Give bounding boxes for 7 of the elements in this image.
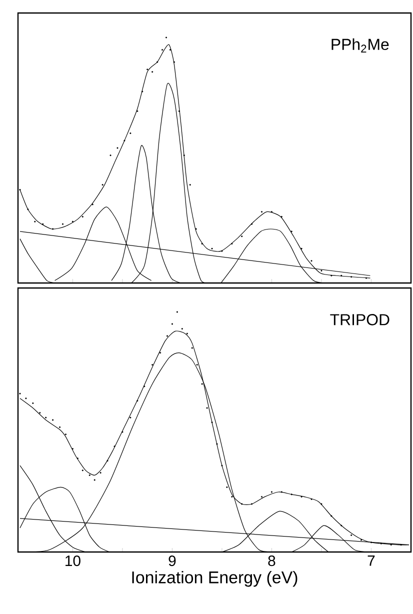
annotation: TRIPOD (330, 314, 390, 326)
annotation: PPh$_{2}$Me (332, 38, 389, 52)
x-tick-label: 7 (368, 556, 375, 566)
x-axis-title: Ionization Energy (eV) (132, 570, 298, 587)
x-tick-label: 10 (66, 556, 80, 566)
x-tick-label: 9 (168, 556, 176, 566)
x-tick-label: 8 (268, 556, 276, 566)
